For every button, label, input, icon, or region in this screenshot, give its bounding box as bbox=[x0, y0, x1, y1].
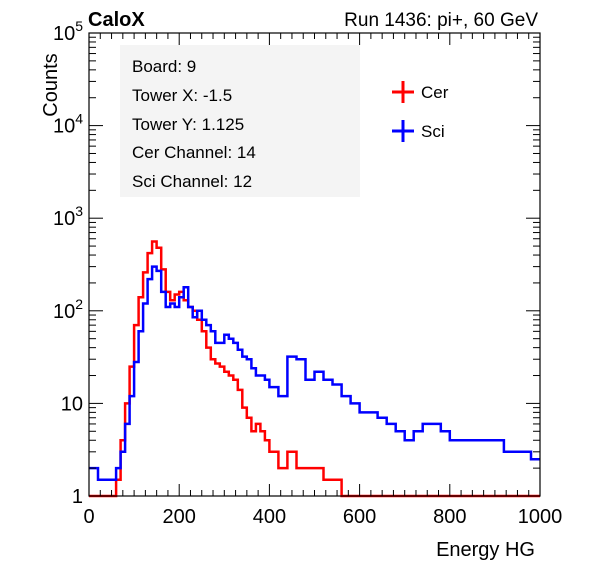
info-box: Board: 9 Tower X: -1.5 Tower Y: 1.125 Ce… bbox=[120, 45, 360, 197]
y-tick-label: 105 bbox=[53, 18, 83, 45]
info-tower-y: Tower Y: 1.125 bbox=[132, 115, 244, 134]
legend-entry-sci: Sci bbox=[392, 120, 445, 142]
x-tick-label: 600 bbox=[343, 506, 376, 528]
x-tick-label: 400 bbox=[253, 506, 286, 528]
info-box-background bbox=[120, 45, 360, 197]
info-cer-channel: Cer Channel: 14 bbox=[132, 143, 256, 162]
x-axis-label: Energy HG bbox=[436, 539, 535, 561]
legend-entry-cer: Cer bbox=[392, 81, 449, 103]
x-tick-label: 200 bbox=[163, 506, 196, 528]
y-tick-label: 104 bbox=[53, 111, 83, 138]
y-tick-label: 102 bbox=[53, 296, 83, 323]
y-tick-label: 10 bbox=[61, 393, 83, 415]
info-sci-channel: Sci Channel: 12 bbox=[132, 172, 252, 191]
legend-sci-label: Sci bbox=[421, 122, 445, 141]
y-tick-label: 103 bbox=[53, 203, 83, 230]
right-title: Run 1436: pi+, 60 GeV bbox=[344, 10, 538, 31]
y-tick-label: 1 bbox=[72, 486, 83, 508]
info-board: Board: 9 bbox=[132, 57, 196, 76]
left-title: CaloX bbox=[88, 9, 145, 31]
info-tower-x: Tower X: -1.5 bbox=[132, 86, 232, 105]
axes-layer: 0 200 400 600 800 1000 1 10 102 103 104 105 bbox=[53, 18, 562, 528]
legend: Cer Sci bbox=[392, 81, 449, 142]
y-axis-label: Counts bbox=[40, 53, 62, 116]
series-sci-line bbox=[89, 265, 540, 481]
x-tick-label: 1000 bbox=[518, 506, 563, 528]
legend-cer-label: Cer bbox=[421, 83, 449, 102]
x-tick-label: 0 bbox=[83, 506, 94, 528]
x-tick-label: 800 bbox=[433, 506, 466, 528]
